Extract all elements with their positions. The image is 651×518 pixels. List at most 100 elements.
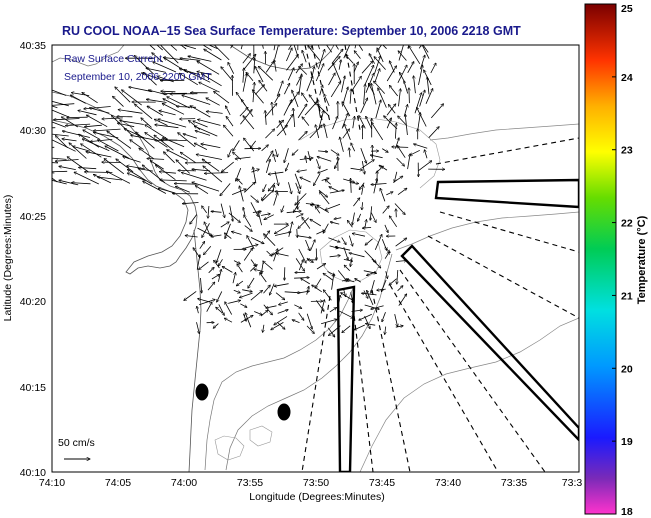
current-vector-arrow-icon [146, 99, 167, 103]
current-vector-arrow-icon [202, 45, 212, 51]
current-vector-arrow-icon [67, 157, 89, 173]
current-vector-arrow-icon [319, 85, 323, 96]
current-vector-arrow-icon [287, 68, 294, 81]
current-vector-arrow-icon [334, 218, 342, 219]
current-vector-arrow-icon [231, 189, 246, 195]
current-vector-arrow-icon [271, 322, 284, 329]
current-vector-arrow-icon [273, 45, 276, 51]
current-vector-arrow-icon [302, 93, 309, 103]
current-vector-arrow-icon [263, 261, 273, 270]
current-vector-arrow-icon [247, 236, 255, 250]
current-vector-arrow-icon [199, 82, 220, 93]
current-vector-arrow-icon [297, 228, 298, 238]
current-vector-arrow-icon [93, 128, 121, 131]
current-vector-arrow-icon [139, 148, 155, 160]
current-vector-arrow-icon [127, 166, 146, 170]
current-vector-arrow-icon [425, 89, 433, 104]
current-vector-arrow-icon [284, 292, 301, 293]
current-vector-arrow-icon [301, 278, 311, 285]
current-vector-arrow-icon [122, 90, 142, 106]
current-vector-arrow-icon [260, 273, 267, 283]
current-vector-arrow-icon [197, 306, 199, 314]
current-vector-arrow-icon [295, 193, 307, 205]
current-vector-arrow-icon [275, 232, 291, 236]
current-vector-arrow-icon [208, 267, 215, 274]
current-vector-arrow-icon [329, 187, 339, 192]
current-vector-arrow-icon [220, 203, 225, 218]
y-tick-label: 40:15 [20, 382, 46, 394]
current-vector-arrow-icon [206, 302, 212, 312]
current-vector-arrow-icon [160, 180, 187, 181]
current-vector-arrow-icon [52, 172, 55, 174]
current-vector-arrow-icon [216, 249, 222, 262]
current-vector-arrow-icon [374, 57, 386, 70]
current-vector-arrow-icon [389, 85, 399, 97]
current-vector-arrow-icon [398, 51, 407, 61]
coastline [52, 91, 198, 275]
current-vector-arrow-icon [295, 214, 303, 218]
current-vector-arrow-icon [240, 315, 253, 323]
colorbar-gradient [584, 3, 617, 515]
x-tick-label: 73:35 [501, 477, 527, 489]
colorbar-tick-label: 18 [621, 506, 633, 518]
velocity-scale-label: 50 cm/s [58, 437, 95, 449]
current-vector-arrow-icon [430, 63, 436, 74]
current-vector-arrow-icon [307, 151, 310, 161]
current-vector-arrow-icon [316, 264, 326, 270]
current-vector-arrow-icon [127, 173, 145, 181]
current-vector-arrow-icon [379, 165, 388, 171]
current-vector-arrow-icon [240, 303, 247, 308]
current-vector-arrow-icon [324, 124, 328, 139]
current-vector-arrow-icon [306, 313, 312, 329]
current-vector-arrow-icon [141, 118, 152, 128]
current-vector-arrow-icon [229, 205, 233, 222]
current-vector-arrow-icon [141, 73, 164, 81]
current-vector-arrow-icon [242, 54, 251, 64]
current-vector-arrow-icon [230, 45, 234, 49]
current-vector-arrow-icon [213, 323, 219, 329]
isobath-2 [225, 253, 393, 471]
current-vector-arrow-icon [317, 45, 320, 50]
current-vector-arrow-icon [351, 178, 352, 193]
current-vector-arrow-icon [329, 256, 341, 257]
current-vector-arrow-icon [333, 63, 342, 82]
current-vector-arrow-icon [266, 159, 270, 174]
current-vector-arrow-icon [263, 184, 267, 192]
current-vector-arrow-icon [350, 292, 353, 303]
current-vector-arrow-icon [252, 90, 264, 104]
current-vector-arrow-icon [398, 116, 407, 126]
current-vector-arrow-icon [118, 110, 143, 114]
current-vector-arrow-icon [161, 91, 176, 92]
current-vector-arrow-icon [374, 234, 382, 250]
current-vector-arrow-icon [318, 168, 328, 173]
current-vector-arrow-icon [106, 171, 131, 184]
current-vector-arrow-icon [184, 291, 197, 300]
current-vector-arrow-icon [298, 131, 308, 141]
current-vector-arrow-icon [362, 227, 372, 228]
current-vector-arrow-icon [354, 324, 365, 330]
current-vector-arrow-icon [374, 69, 380, 82]
current-vector-arrow-icon [89, 108, 110, 114]
current-vector-arrow-icon [328, 73, 336, 86]
current-vector-arrow-icon [398, 89, 401, 107]
current-vector-arrow-icon [274, 171, 279, 185]
current-vector-arrow-icon [170, 45, 178, 51]
current-vector-arrow-icon [236, 280, 244, 286]
current-vector-arrow-icon [394, 314, 398, 327]
current-vector-arrow-icon [312, 285, 323, 293]
current-vector-arrow-icon [135, 104, 153, 120]
current-vector-arrow-icon [414, 93, 422, 114]
current-vector-arrow-icon [202, 159, 220, 172]
current-vector-arrow-icon [352, 116, 355, 129]
current-vector-arrow-icon [149, 45, 156, 51]
current-vector-arrow-icon [82, 92, 98, 104]
current-vector-arrow-icon [288, 182, 291, 194]
current-vector-arrow-icon [300, 177, 311, 183]
current-vector-arrow-icon [375, 100, 381, 119]
current-vector-arrow-icon [367, 271, 377, 276]
current-vector-arrow-icon [273, 154, 276, 163]
current-vector-arrow-icon [86, 152, 112, 158]
current-vector-arrow-icon [250, 237, 264, 244]
current-vector-arrow-icon [217, 291, 223, 302]
current-vector-arrow-icon [298, 312, 304, 321]
